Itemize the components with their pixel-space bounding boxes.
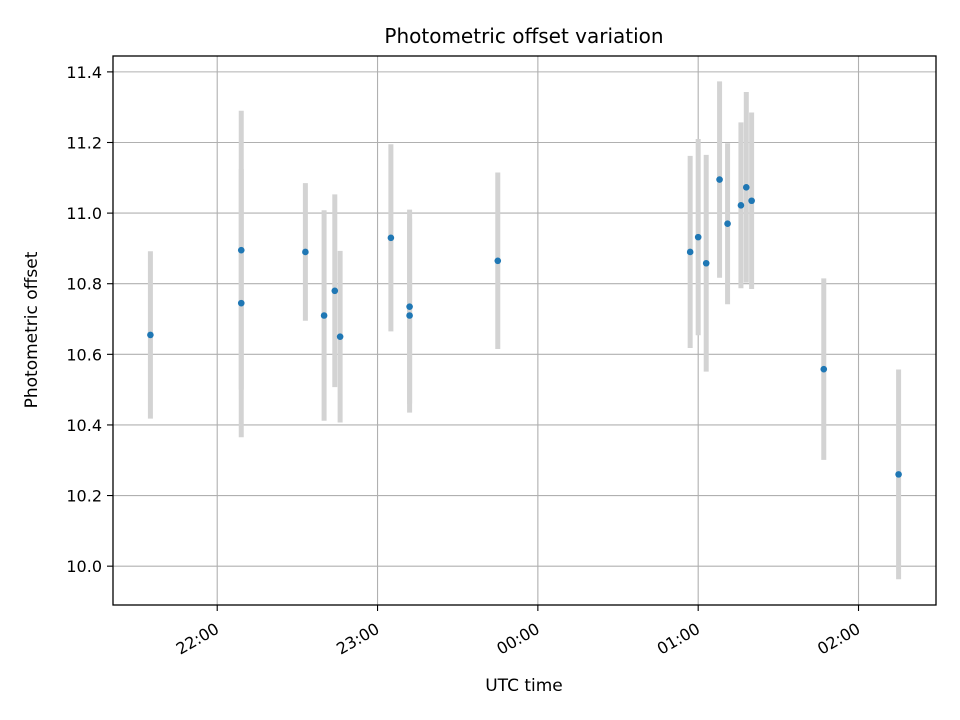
data-point [742,184,750,191]
data-point [820,365,828,373]
data-point [237,246,245,254]
data-point [336,333,344,340]
data-point [237,299,245,307]
data-point [387,234,395,242]
data-point [686,248,694,256]
data-point [406,303,413,310]
data-point [694,233,702,241]
y-tick-label: 10.6 [66,345,102,364]
data-point [737,202,745,209]
data-point [702,259,710,267]
chart-title: Photometric offset variation [384,24,663,48]
data-point [302,248,309,256]
data-point [406,312,413,319]
axis-ticks: 10.010.210.410.610.811.011.211.422:00 23:… [66,63,863,659]
data-point [147,331,154,339]
y-tick-label: 11.2 [66,133,102,152]
data-point [724,220,731,228]
y-axis-label: Photometric offset [22,251,42,408]
data-point [331,287,339,295]
y-tick-label: 11.4 [66,63,102,82]
data-point [320,312,328,319]
data-point [748,197,755,205]
data-point [716,176,723,183]
x-axis-label: UTC time [485,676,563,696]
y-tick-label: 10.2 [66,487,102,506]
y-tick-label: 10.0 [66,557,102,576]
data-point [895,471,902,478]
plot-frame [112,55,937,606]
y-tick-label: 11.0 [66,204,102,223]
data-points [147,176,902,478]
y-tick-label: 10.8 [66,275,102,294]
y-tick-label: 10.4 [66,416,102,435]
data-point [494,257,502,265]
